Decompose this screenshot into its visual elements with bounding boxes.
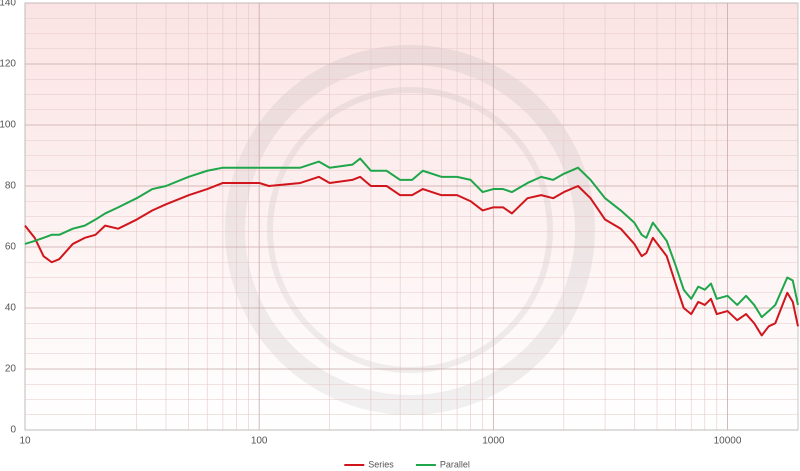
- x-tick-label: 100: [251, 436, 268, 447]
- x-tick-label: 10000: [714, 436, 742, 447]
- y-tick-label: 140: [0, 0, 16, 9]
- legend-label: Series: [368, 459, 394, 469]
- legend-label: Parallel: [440, 459, 470, 469]
- y-tick-label: 120: [0, 59, 16, 70]
- series-line: [24, 157, 799, 319]
- x-tick-label: 10: [19, 436, 31, 447]
- y-tick-label: 0: [10, 425, 16, 436]
- y-tick-label: 40: [5, 303, 17, 314]
- watermark: [225, 45, 595, 415]
- y-tick-label: 100: [0, 120, 16, 131]
- y-tick-label: 60: [5, 242, 17, 253]
- y-tick-label: 20: [5, 364, 17, 375]
- y-tick-label: 80: [5, 181, 17, 192]
- plot-border: [24, 2, 799, 431]
- series-line: [24, 175, 799, 337]
- x-tick-label: 1000: [482, 436, 505, 447]
